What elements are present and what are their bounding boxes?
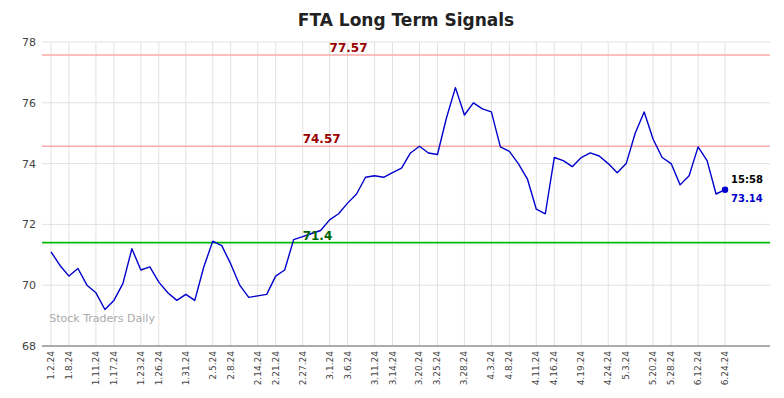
x-tick-label: 2.14.24 <box>253 351 263 386</box>
grid-line <box>68 42 69 346</box>
grid-line <box>437 42 438 346</box>
x-tick-label: 4.16.24 <box>549 351 559 386</box>
signal-line <box>42 145 770 147</box>
x-tick-label: 6.12.24 <box>693 351 703 386</box>
x-tick-label: 5.3.24 <box>621 351 631 380</box>
x-tick-label: 4.8.24 <box>504 351 514 380</box>
x-tick-label: 1.23.24 <box>136 351 146 386</box>
x-tick-label: 4.24.24 <box>603 351 613 386</box>
grid-line <box>509 42 510 346</box>
x-tick-label: 1.8.24 <box>64 351 74 380</box>
x-tick-label: 5.20.24 <box>648 351 658 386</box>
grid-line <box>671 42 672 346</box>
grid-line <box>698 42 699 346</box>
grid-line <box>212 42 213 346</box>
grid-line <box>42 42 770 43</box>
x-tick-label: 3.28.24 <box>459 351 469 386</box>
price-line <box>51 88 725 310</box>
x-tick-label: 3.11.24 <box>370 351 380 386</box>
grid-line <box>50 42 51 346</box>
grid-line <box>491 42 492 346</box>
grid-line <box>42 346 770 347</box>
x-tick-label: 4.19.24 <box>576 351 586 386</box>
grid-line <box>257 42 258 346</box>
x-tick-label: 5.28.24 <box>666 351 676 386</box>
x-tick-label: 1.31.24 <box>181 351 191 386</box>
grid-line <box>554 42 555 346</box>
grid-line <box>230 42 231 346</box>
last-point <box>722 187 728 193</box>
grid <box>42 42 770 346</box>
grid-line <box>185 42 186 346</box>
grid-line <box>464 42 465 346</box>
grid-line <box>302 42 303 346</box>
x-tick-label: 3.20.24 <box>414 351 424 386</box>
signal-label: 71.4 <box>303 229 333 243</box>
y-tick-label: 68 <box>22 340 36 353</box>
grid-line <box>158 42 159 346</box>
x-tick-label: 2.27.24 <box>298 351 308 386</box>
grid-line <box>42 285 770 286</box>
grid-line <box>329 42 330 346</box>
y-tick-label: 76 <box>22 97 36 110</box>
grid-line <box>275 42 276 346</box>
chart: FTA Long Term Signals 68 70 72 74 76 78 1.2.24 1… <box>0 0 784 398</box>
y-tick-label: 72 <box>22 218 36 231</box>
grid-line <box>581 42 582 346</box>
grid-line <box>608 42 609 346</box>
last-value-label: 73.14 <box>731 193 763 204</box>
watermark: Stock Traders Daily <box>49 312 155 325</box>
grid-line <box>95 42 96 346</box>
grid-line <box>536 42 537 346</box>
x-tick-label: 2.8.24 <box>226 351 236 380</box>
grid-line <box>42 102 770 103</box>
grid-line <box>374 42 375 346</box>
x-tick-label: 2.5.24 <box>208 351 218 380</box>
y-tick-label: 78 <box>22 36 36 49</box>
x-tick-label: 6.24.24 <box>720 351 730 386</box>
grid-line <box>725 42 726 346</box>
grid-line <box>42 224 770 225</box>
grid-line <box>419 42 420 346</box>
x-tick-label: 2.21.24 <box>271 351 281 386</box>
x-tick-label: 1.11.24 <box>91 351 101 386</box>
title: FTA Long Term Signals <box>298 10 514 30</box>
grid-line <box>42 163 770 164</box>
signal-line <box>42 242 770 244</box>
signal-label: 77.57 <box>330 41 368 55</box>
grid-line <box>653 42 654 346</box>
y-tick-label: 74 <box>22 158 36 171</box>
x-tick-label: 1.2.24 <box>46 351 56 380</box>
grid-line <box>140 42 141 346</box>
last-time-label: 15:58 <box>731 174 763 185</box>
signal-line <box>42 54 770 56</box>
x-tick-label: 1.26.24 <box>154 351 164 386</box>
grid-line <box>347 42 348 346</box>
background <box>0 0 784 398</box>
x-axis <box>42 346 770 347</box>
signal-label: 74.57 <box>303 132 341 146</box>
grid-line <box>626 42 627 346</box>
x-tick-label: 3.1.24 <box>325 351 335 380</box>
x-tick-label: 4.3.24 <box>486 351 496 380</box>
y-tick-label: 70 <box>22 279 36 292</box>
plot-area <box>42 55 770 309</box>
x-tick-label: 3.6.24 <box>343 351 353 380</box>
x-tick-label: 1.17.24 <box>109 351 119 386</box>
x-tick-label: 4.11.24 <box>531 351 541 386</box>
x-tick-label: 3.14.24 <box>388 351 398 386</box>
grid-line <box>392 42 393 346</box>
x-tick-label: 3.25.24 <box>432 351 442 386</box>
